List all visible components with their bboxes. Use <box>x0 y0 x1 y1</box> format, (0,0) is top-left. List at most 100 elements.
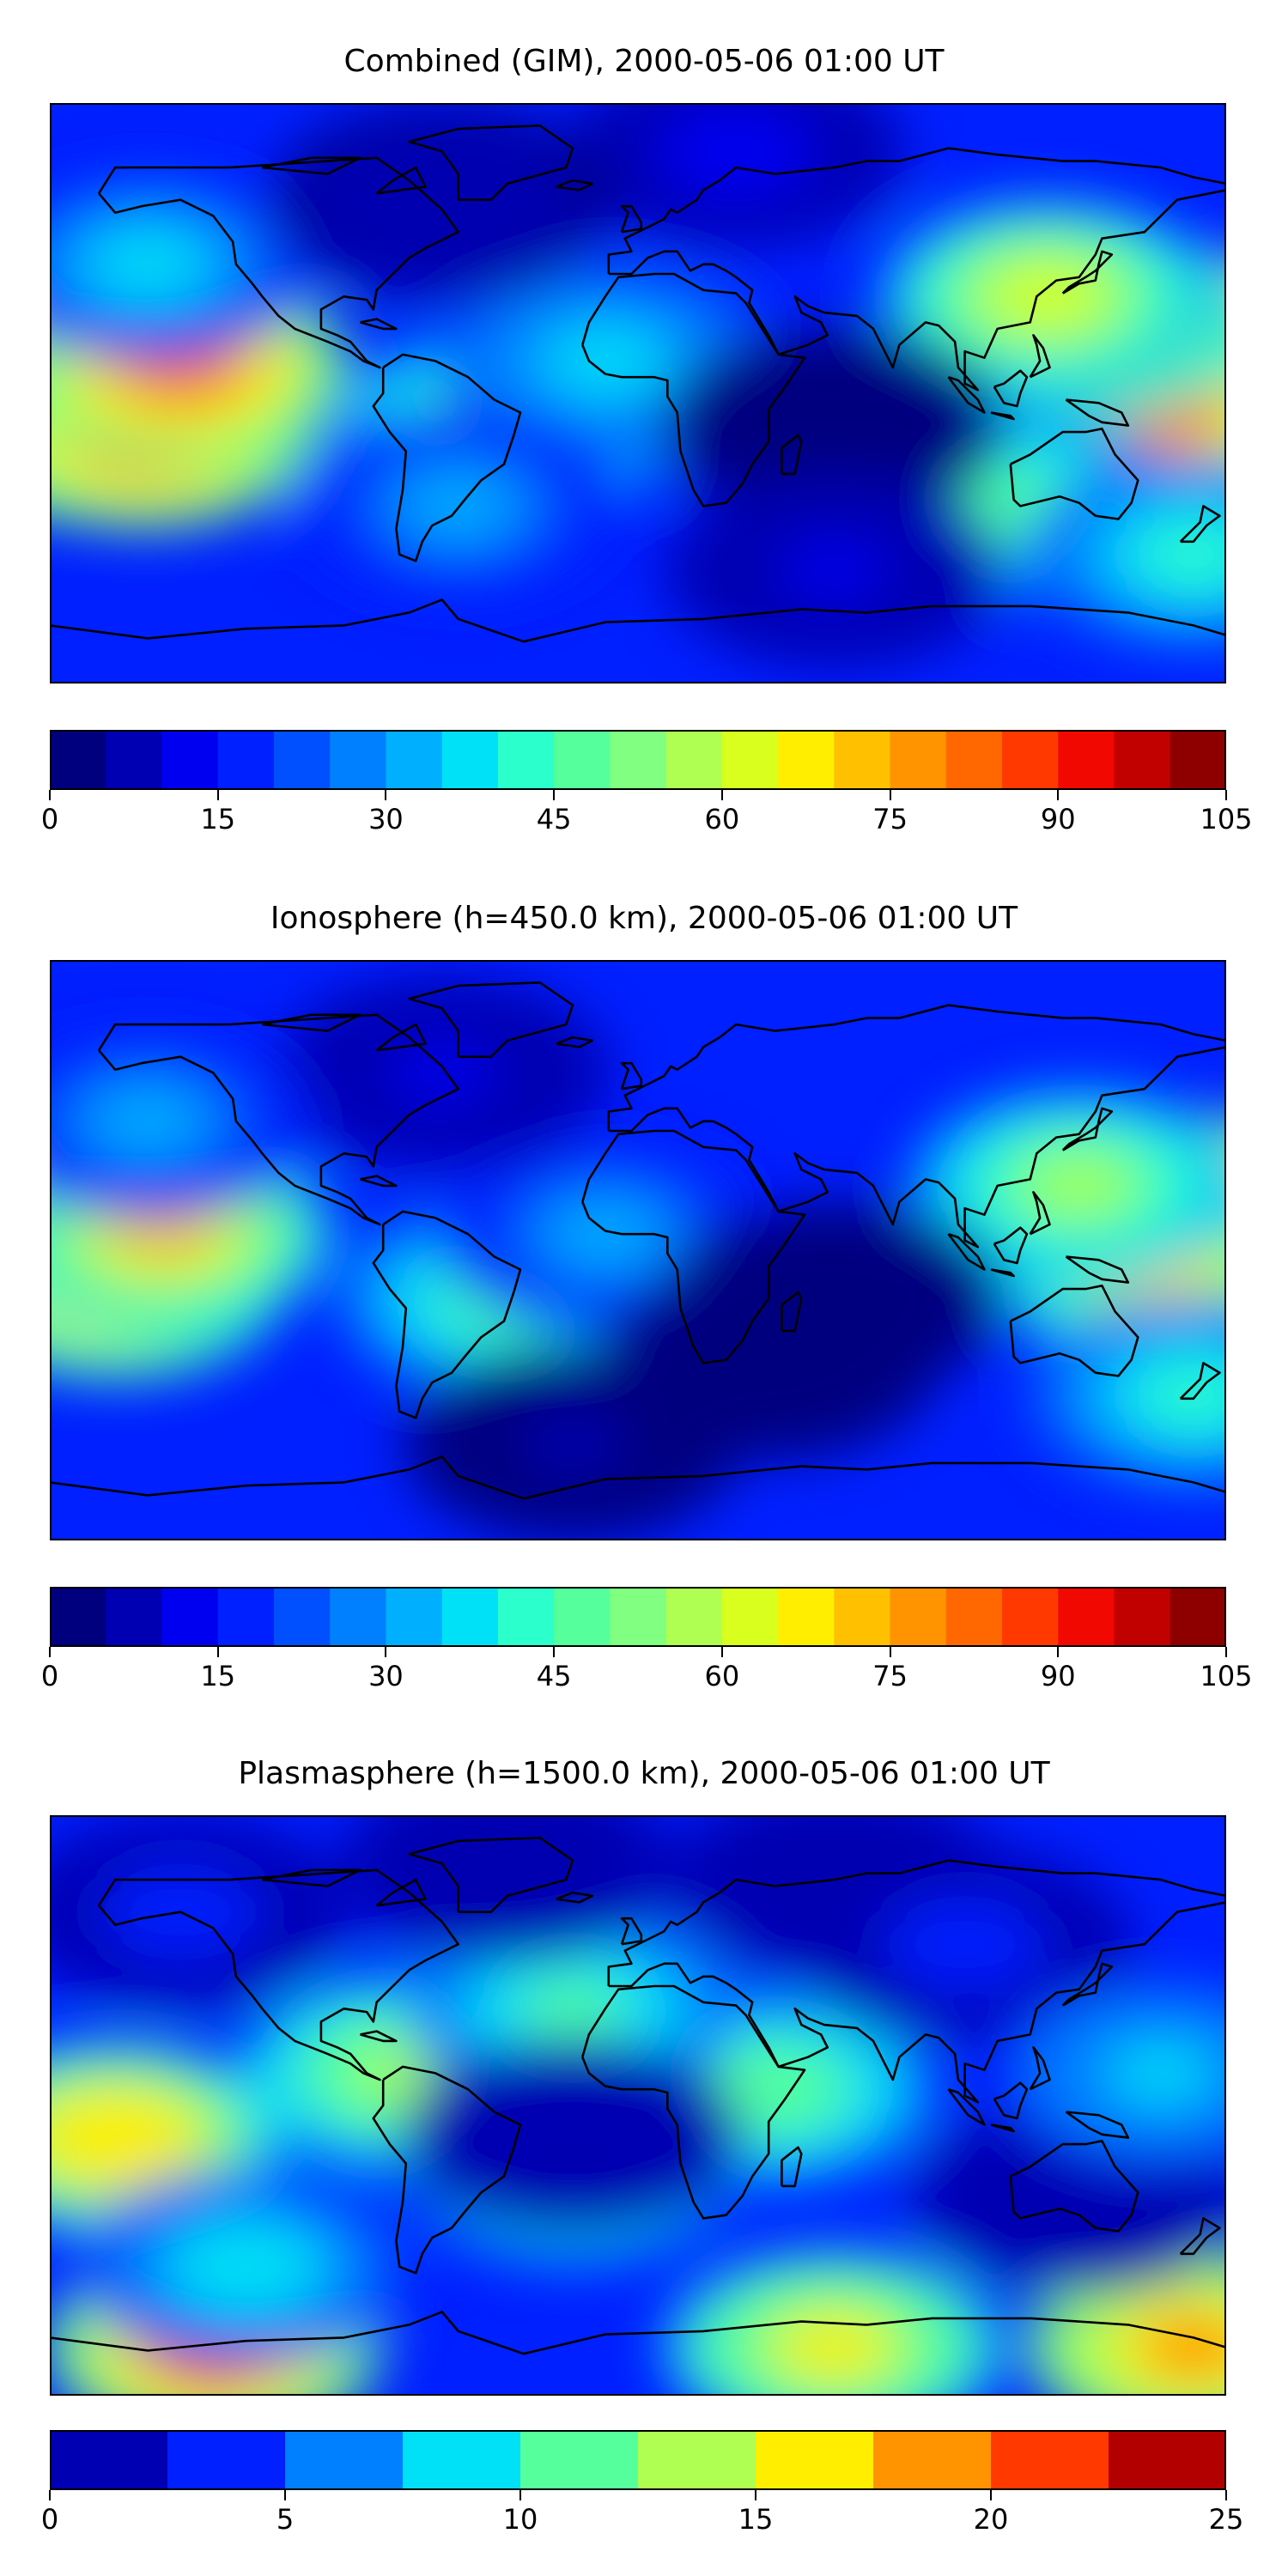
colorbar-tick-label: 0 <box>40 2503 59 2536</box>
coastline <box>1065 2111 1130 2139</box>
colorbar-segment <box>273 730 331 790</box>
colorbar-segment <box>665 1587 723 1647</box>
coastline <box>1029 2046 1051 2091</box>
coastline <box>1065 398 1130 427</box>
colorbar-tick-mark <box>1225 790 1227 800</box>
coastline <box>1061 250 1114 295</box>
colorbar-segment <box>756 2430 874 2490</box>
coastline <box>372 1210 522 1419</box>
field-contour <box>550 327 660 395</box>
colorbar-segment <box>778 1587 835 1647</box>
colorbar-segment <box>610 730 667 790</box>
colorbar-segment <box>386 730 443 790</box>
coastline <box>1009 427 1139 520</box>
coastline <box>375 1878 427 1907</box>
field-contour <box>550 1200 660 1268</box>
coastline <box>262 156 361 175</box>
coastline <box>1179 1362 1221 1400</box>
colorbar-segment <box>638 2430 756 2490</box>
field-contour <box>779 2313 890 2381</box>
colorbar-border <box>50 730 1226 790</box>
colorbar-tick-label: 15 <box>200 803 236 835</box>
colorbar-segment <box>217 730 275 790</box>
colorbar-tick-mark <box>216 1647 219 1657</box>
coastline <box>375 166 427 195</box>
coastline <box>1009 1284 1139 1377</box>
field-contour <box>517 2104 628 2172</box>
coastline <box>581 1984 806 2220</box>
colorbar-tick-label: 90 <box>1040 1660 1076 1692</box>
colorbar-segment <box>497 1587 555 1647</box>
colorbar-tick-label: 25 <box>1208 2503 1244 2536</box>
chart-title: Ionosphere (h=450.0 km), 2000-05-06 01:0… <box>270 901 1018 936</box>
colorbar-segment <box>161 730 219 790</box>
colorbar-tick-label: 60 <box>704 1660 740 1692</box>
colorbar-tick-label: 90 <box>1040 803 1076 835</box>
coastline <box>947 375 986 414</box>
colorbar-segment <box>721 730 779 790</box>
coastline <box>1029 1191 1051 1236</box>
coastline <box>781 2146 803 2188</box>
colorbar-tick-mark <box>49 2490 51 2500</box>
colorbar-tick-label: 30 <box>368 1660 404 1692</box>
colorbar-tick-label: 45 <box>536 1660 572 1692</box>
colorbar-segment <box>873 2430 992 2490</box>
colorbar-tick-label: 30 <box>368 803 404 835</box>
coastline <box>1179 505 1221 544</box>
field-contour <box>517 1410 628 1478</box>
field-contour <box>681 118 792 185</box>
colorbar-tick-mark <box>385 1647 387 1657</box>
coastline <box>947 2087 986 2126</box>
colorbar-segment <box>945 730 1003 790</box>
field-contour <box>714 2056 824 2123</box>
heatmap-map <box>50 1815 1226 2396</box>
colorbar-segment <box>554 1587 611 1647</box>
colorbar-segment <box>1058 1587 1115 1647</box>
colorbar-tick-label: 75 <box>872 803 908 835</box>
coastline <box>408 1836 574 1913</box>
colorbar-tick-mark <box>284 2490 286 2500</box>
colorbar-segment <box>403 2430 521 2490</box>
coastline <box>990 411 1015 421</box>
coastline <box>50 598 1226 643</box>
colorbar-segment <box>834 730 891 790</box>
colorbar-segment <box>330 730 386 790</box>
coastline <box>98 1013 460 1226</box>
field-contour <box>1024 1151 1134 1219</box>
colorbar-segment <box>106 730 162 790</box>
colorbar-tick-mark <box>720 790 723 800</box>
colorbar-segment <box>1002 730 1059 790</box>
colorbar-tick-mark <box>553 1647 556 1657</box>
colorbar-segment <box>441 730 499 790</box>
colorbar-tick-mark <box>385 790 387 800</box>
coastline <box>781 434 803 476</box>
coastline <box>620 1917 643 1946</box>
colorbar-segment <box>1002 1587 1059 1647</box>
coastline <box>98 156 460 369</box>
colorbar-tick-mark <box>1057 1647 1060 1657</box>
colorbar-tick-mark <box>889 1647 891 1657</box>
field-contour <box>714 1329 824 1397</box>
coastline <box>990 2123 1015 2133</box>
colorbar <box>50 1587 1226 1647</box>
coastline <box>620 1061 643 1091</box>
colorbar-tick-mark <box>1225 1647 1227 1657</box>
colorbar-tick-label: 105 <box>1200 803 1253 835</box>
colorbar-tick-mark <box>755 2490 756 2500</box>
colorbar-segment <box>497 730 555 790</box>
colorbar-segment <box>330 1587 386 1647</box>
colorbar-segment <box>217 1587 275 1647</box>
colorbar <box>50 730 1226 790</box>
colorbar-tick-mark <box>49 1647 51 1657</box>
coastline <box>1179 2217 1221 2256</box>
colorbar-segment <box>610 1587 667 1647</box>
coastline <box>993 369 1029 408</box>
colorbar-tick-mark <box>216 790 219 800</box>
field-contour <box>779 392 890 459</box>
colorbar-tick-label: 15 <box>200 1660 236 1692</box>
coastline <box>408 124 574 201</box>
field-contour <box>93 1087 204 1155</box>
colorbar-segment <box>273 1587 331 1647</box>
colorbar-segment <box>161 1587 219 1647</box>
map-svg <box>50 1815 1226 2396</box>
